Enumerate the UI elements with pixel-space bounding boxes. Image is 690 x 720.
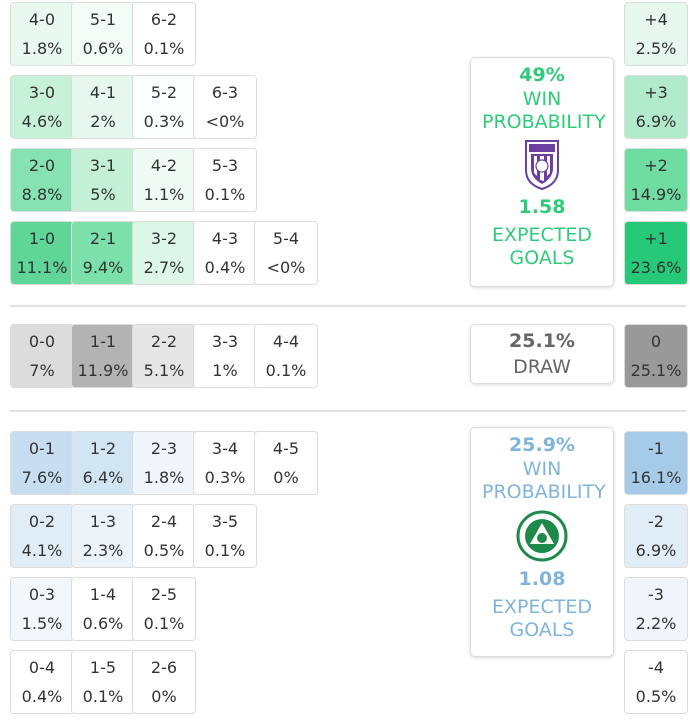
margin-cell-plus-2: +2 14.9% [624, 148, 688, 212]
home-win-pct: 49% [519, 64, 565, 86]
margin-cell-minus-3: -3 2.2% [624, 577, 688, 641]
score-cell-1-3: 1-3 2.3% [71, 504, 135, 568]
away-win-pct: 25.9% [509, 434, 575, 456]
away-xg-label: EXPECTED GOALS [492, 596, 592, 641]
score-cell-4-4: 4-4 0.1% [254, 324, 318, 388]
score-cell-2-6: 2-6 0% [132, 650, 196, 714]
score-cell-4-5: 4-5 0% [254, 431, 318, 495]
score-cell-2-5: 2-5 0.1% [132, 577, 196, 641]
away-team-crest-icon [516, 510, 568, 562]
score-cell-0-0: 0-0 7% [10, 324, 74, 388]
score-cell-4-3: 4-3 0.4% [193, 221, 257, 285]
score-cell-2-1: 2-1 9.4% [71, 221, 135, 285]
score-cell-6-2: 6-2 0.1% [132, 2, 196, 66]
home-win-card: 49% WIN PROBABILITY 1.58 EXPECTED GOALS [470, 57, 614, 287]
draw-pct: 25.1% [509, 329, 575, 352]
score-cell-0-4: 0-4 0.4% [10, 650, 74, 714]
margin-cell-plus-1: +1 23.6% [624, 221, 688, 285]
score-cell-3-5: 3-5 0.1% [193, 504, 257, 568]
score-cell-1-4: 1-4 0.6% [71, 577, 135, 641]
score-cell-0-2: 0-2 4.1% [10, 504, 74, 568]
score-cell-0-3: 0-3 1.5% [10, 577, 74, 641]
home-win-label: WIN PROBABILITY [482, 88, 606, 133]
score-cell-3-2: 3-2 2.7% [132, 221, 196, 285]
margin-cell-0: 0 25.1% [624, 324, 688, 388]
score-cell-5-1: 5-1 0.6% [71, 2, 135, 66]
margin-cell-plus-4: +4 2.5% [624, 2, 688, 66]
score-cell-2-2: 2-2 5.1% [132, 324, 196, 388]
away-win-label: WIN PROBABILITY [482, 458, 606, 503]
margin-cell-minus-4: -4 0.5% [624, 650, 688, 714]
score-cell-5-4: 5-4 <0% [254, 221, 318, 285]
margin-cell-plus-3: +3 6.9% [624, 75, 688, 139]
score-cell-1-1: 1-1 11.9% [71, 324, 135, 388]
divider-top [10, 305, 686, 307]
score-cell-3-0: 3-0 4.6% [10, 75, 74, 139]
score-cell-5-3: 5-3 0.1% [193, 148, 257, 212]
home-team-crest-icon [525, 140, 559, 190]
divider-bottom [10, 410, 686, 412]
score-cell-1-5: 1-5 0.1% [71, 650, 135, 714]
margin-cell-minus-1: -1 16.1% [624, 431, 688, 495]
score-cell-1-0: 1-0 11.1% [10, 221, 74, 285]
score-cell-4-0: 4-0 1.8% [10, 2, 74, 66]
score-cell-4-1: 4-1 2% [71, 75, 135, 139]
away-win-card: 25.9% WIN PROBABILITY 1.08 EXPECTED GOAL… [470, 427, 614, 657]
draw-card: 25.1% DRAW [470, 324, 614, 384]
score-cell-6-3: 6-3 <0% [193, 75, 257, 139]
score-cell-3-3: 3-3 1% [193, 324, 257, 388]
home-xg-label: EXPECTED GOALS [492, 224, 592, 269]
score-cell-2-3: 2-3 1.8% [132, 431, 196, 495]
score-cell-5-2: 5-2 0.3% [132, 75, 196, 139]
score-cell-2-0: 2-0 8.8% [10, 148, 74, 212]
away-xg-value: 1.08 [518, 568, 566, 590]
score-cell-2-4: 2-4 0.5% [132, 504, 196, 568]
score-cell-3-4: 3-4 0.3% [193, 431, 257, 495]
score-cell-4-2: 4-2 1.1% [132, 148, 196, 212]
home-xg-value: 1.58 [518, 196, 566, 218]
margin-cell-minus-2: -2 6.9% [624, 504, 688, 568]
score-cell-1-2: 1-2 6.4% [71, 431, 135, 495]
score-cell-0-1: 0-1 7.6% [10, 431, 74, 495]
score-cell-3-1: 3-1 5% [71, 148, 135, 212]
draw-label: DRAW [513, 355, 571, 378]
